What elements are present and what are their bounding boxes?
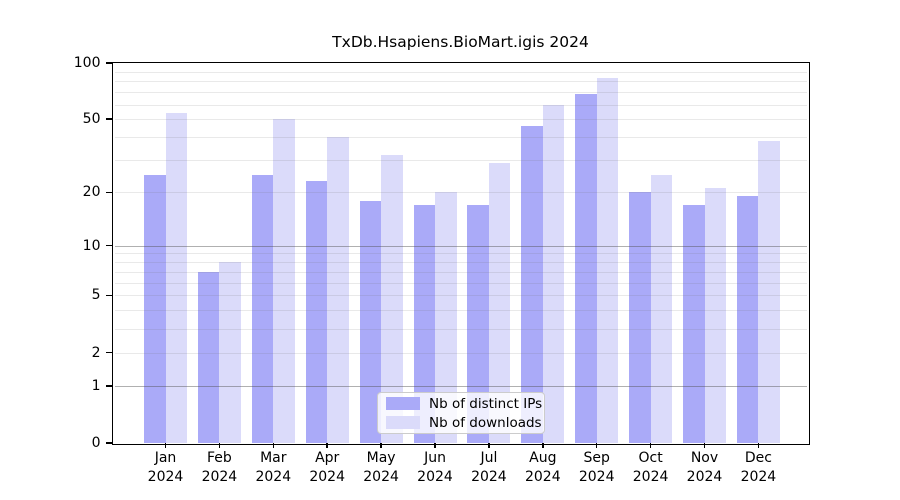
gridline-minor <box>114 104 807 106</box>
y-tick-mark <box>106 118 112 121</box>
gridline-major <box>114 245 807 247</box>
bar-distinct-ips <box>359 200 382 443</box>
x-tick-mark <box>757 443 760 448</box>
bar-downloads <box>758 141 780 443</box>
gridline-minor <box>114 352 807 354</box>
y-tick-mark <box>106 191 112 194</box>
x-tick-label: Mar 2024 <box>255 450 292 485</box>
bar-downloads <box>219 262 241 443</box>
bar-downloads <box>381 155 403 443</box>
gridline-minor <box>114 71 807 73</box>
gridline-minor <box>114 310 807 312</box>
bar-downloads <box>704 188 726 443</box>
x-tick-mark <box>380 443 382 448</box>
x-tick-label: Jun 2024 <box>417 450 453 485</box>
bar-distinct-ips <box>683 205 705 443</box>
y-tick-label: 5 <box>91 287 101 304</box>
bar-distinct-ips <box>413 205 435 443</box>
bar-distinct-ips <box>305 181 328 443</box>
gridline-minor <box>114 137 807 139</box>
gridline-minor <box>114 328 807 330</box>
x-tick-mark <box>542 443 544 448</box>
bar-distinct-ips <box>736 196 759 443</box>
y-tick-mark <box>106 62 112 64</box>
legend-label: Nb of distinct IPs <box>429 395 543 412</box>
x-tick-label: Feb 2024 <box>201 450 238 485</box>
x-tick-label: Apr 2024 <box>309 450 345 485</box>
legend-swatch-distinct-ips <box>386 397 420 410</box>
y-tick-label: 0 <box>91 435 101 451</box>
gridline-minor <box>114 81 807 83</box>
x-tick-mark <box>703 443 706 448</box>
chart-title: TxDb.Hsapiens.BioMart.igis 2024 <box>332 33 589 51</box>
y-tick-mark <box>106 385 112 387</box>
gridline-minor <box>114 262 807 264</box>
gridline-minor <box>114 192 807 194</box>
bar-downloads <box>435 192 457 443</box>
x-tick-label: Oct 2024 <box>632 450 669 485</box>
y-tick-label: 20 <box>82 184 101 201</box>
bar-distinct-ips <box>251 174 274 443</box>
bar-distinct-ips <box>629 192 651 443</box>
x-tick-mark <box>218 443 221 448</box>
y-tick-label: 1 <box>91 377 101 394</box>
x-tick-label: Aug 2024 <box>524 450 561 485</box>
x-tick-mark <box>326 443 328 448</box>
legend: Nb of distinct IPs Nb of downloads <box>377 392 545 434</box>
y-tick-mark <box>106 244 112 247</box>
legend-swatch-downloads <box>386 416 420 429</box>
gridline-minor <box>114 160 807 162</box>
legend-item: Nb of downloads <box>386 415 542 431</box>
y-tick-label: 10 <box>82 237 101 254</box>
gridline-minor <box>114 253 807 255</box>
bar-downloads <box>542 104 565 443</box>
y-tick-label: 2 <box>91 344 101 361</box>
x-tick-mark <box>649 443 652 448</box>
bar-distinct-ips <box>197 271 220 443</box>
x-tick-label: Jan 2024 <box>147 450 184 485</box>
y-tick-mark <box>106 294 112 297</box>
x-tick-label: Jul 2024 <box>471 450 507 485</box>
y-tick-mark <box>106 351 112 354</box>
x-tick-mark <box>434 443 436 448</box>
bar-downloads <box>273 119 295 443</box>
bar-downloads <box>650 174 673 443</box>
legend-item: Nb of distinct IPs <box>386 396 542 412</box>
bar-distinct-ips <box>521 125 543 443</box>
gridline-minor <box>114 92 807 94</box>
bar-downloads <box>596 78 619 443</box>
x-tick-label: Dec 2024 <box>740 450 777 485</box>
x-tick-mark <box>488 443 490 448</box>
gridline-minor <box>114 282 807 284</box>
gridline-major <box>114 385 807 387</box>
bar-distinct-ips <box>467 205 489 443</box>
gridline-minor <box>114 271 807 273</box>
gridline-minor <box>114 295 807 297</box>
x-tick-mark <box>595 443 598 448</box>
y-tick-mark <box>106 442 112 444</box>
bar-distinct-ips <box>144 174 166 443</box>
y-tick-label: 50 <box>82 111 101 128</box>
x-tick-label: Nov 2024 <box>686 450 723 485</box>
bar-downloads <box>327 137 349 443</box>
y-tick-label: 100 <box>73 55 101 71</box>
x-tick-label: Sep 2024 <box>578 450 615 485</box>
x-tick-mark <box>272 443 275 448</box>
bar-distinct-ips <box>575 94 597 443</box>
legend-label: Nb of downloads <box>429 414 542 431</box>
bar-downloads <box>488 162 511 443</box>
bar-downloads <box>165 113 187 443</box>
gridline-minor <box>114 119 807 121</box>
x-tick-label: May 2024 <box>363 450 399 485</box>
x-tick-mark <box>164 443 167 448</box>
